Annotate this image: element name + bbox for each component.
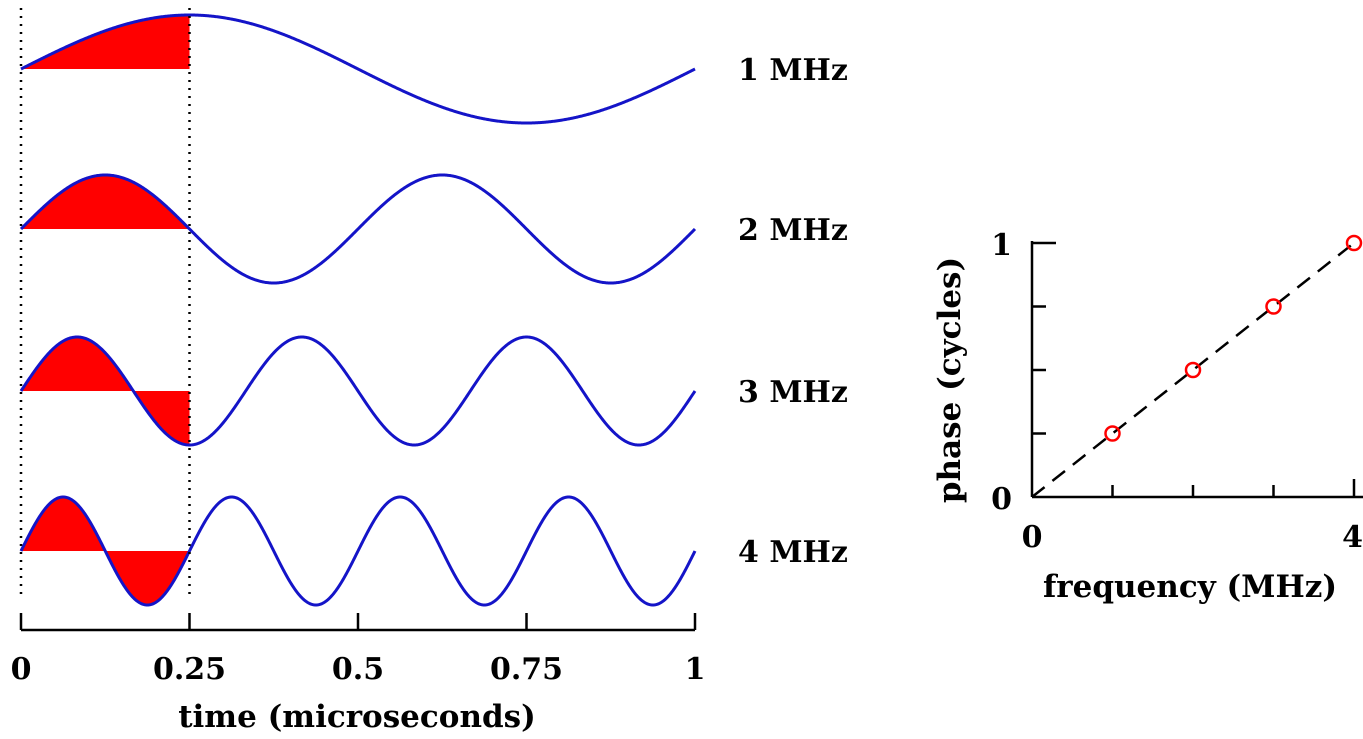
waves-chart: 0 0.25 0.5 0.75 1 1 MHz 2 MHz 3 MHz 4 MHz time … <box>11 8 848 735</box>
data-point-4 <box>1345 234 1363 252</box>
wave-4mhz <box>19 495 697 607</box>
fit-line <box>1031 242 1355 498</box>
phase-axes <box>1030 241 1363 499</box>
time-axis-title: time (microseconds) <box>178 699 536 735</box>
fit-line-dashed <box>1031 242 1355 498</box>
time-tick-label-4: 1 <box>685 652 706 687</box>
wave-2mhz <box>19 173 697 285</box>
phase-axis-title: phase (cycles) <box>932 257 968 503</box>
wave-label-4mhz: 4 MHz <box>738 535 848 570</box>
time-axis: 0 0.25 0.5 0.75 1 <box>11 613 706 687</box>
wave-label-1mhz: 1 MHz <box>738 53 848 88</box>
wave-3mhz <box>19 335 697 447</box>
shaded-areas <box>21 15 190 605</box>
shaded-area-1mhz <box>21 15 190 69</box>
wave-1mhz <box>20 13 696 125</box>
time-tick-label-1: 0.25 <box>153 652 226 687</box>
phase-x-tick-label-0: 0 <box>1022 520 1043 555</box>
wave-label-2mhz: 2 MHz <box>738 213 848 248</box>
time-tick-label-3: 0.75 <box>490 652 563 687</box>
wave-curves <box>19 13 697 607</box>
wave-label-3mhz: 3 MHz <box>738 375 848 410</box>
phase-y-tick-label-1: 1 <box>991 228 1012 263</box>
data-points <box>1104 234 1363 442</box>
data-point-2 <box>1184 361 1202 379</box>
phase-tick-labels: 0 1 0 4 <box>991 228 1363 555</box>
phase-y-tick-label-0: 0 <box>991 482 1012 517</box>
wave-labels: 1 MHz 2 MHz 3 MHz 4 MHz <box>738 53 848 570</box>
shaded-area-2mhz <box>21 175 190 229</box>
phase-chart: 0 1 0 4 frequency (MHz) phase (cycles) <box>932 228 1363 605</box>
time-tick-label-0: 0 <box>11 652 32 687</box>
phase-x-tick-label-1: 4 <box>1342 520 1363 555</box>
data-point-3 <box>1265 298 1282 315</box>
frequency-axis-title: frequency (MHz) <box>1043 569 1337 605</box>
data-point-1 <box>1104 425 1121 442</box>
shaded-area-3mhz <box>21 337 190 445</box>
time-tick-label-2: 0.5 <box>332 652 384 687</box>
